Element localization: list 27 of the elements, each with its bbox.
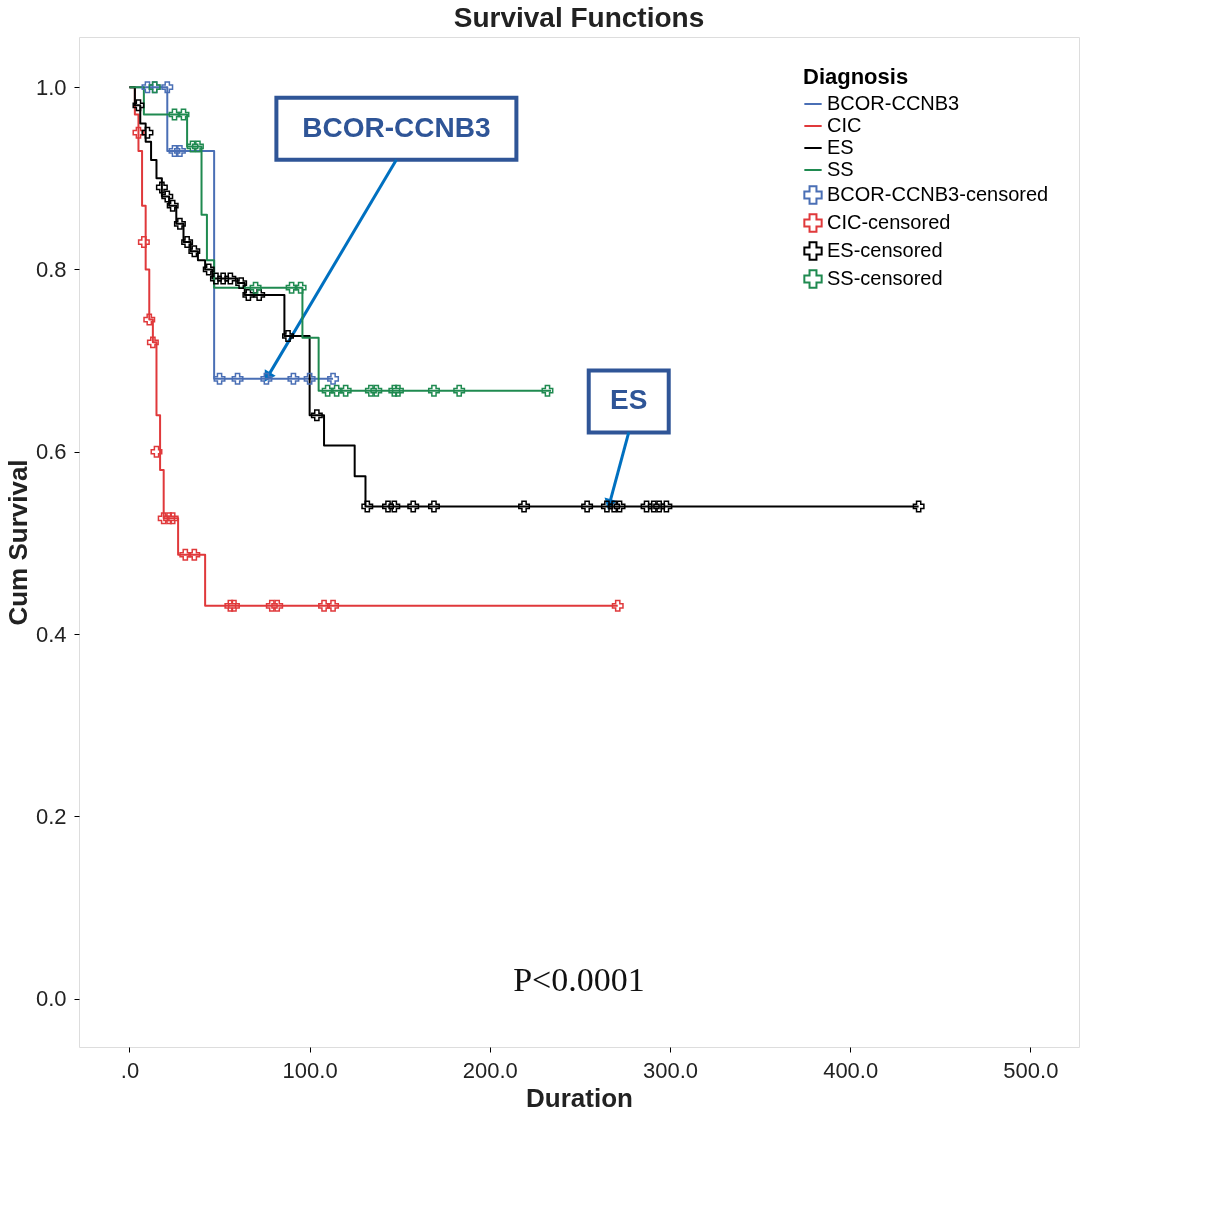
x-axis-title: Duration: [526, 1082, 633, 1113]
legend-label: BCOR-CCNB3: [827, 92, 960, 114]
annotation: BCOR-CCNB3: [302, 111, 491, 143]
y-tick-label: 0.8: [35, 256, 67, 282]
x-tick-label: 400.0: [823, 1057, 879, 1083]
legend-label: ES-censored: [827, 239, 943, 261]
y-tick-label: 0.6: [35, 439, 67, 465]
chart-title: Survival Functions: [453, 2, 705, 33]
y-tick-label: 0.0: [35, 986, 67, 1012]
y-tick-label: 1.0: [35, 74, 67, 100]
y-tick-label: 0.2: [35, 803, 67, 829]
legend-label: SS-censored: [827, 267, 943, 289]
legend-label: BCOR-CCNB3-censored: [827, 183, 1049, 205]
x-tick-label: 300.0: [642, 1057, 699, 1083]
legend-title: Diagnosis: [803, 64, 909, 89]
legend-label: ES: [827, 136, 854, 158]
legend-label: CIC-censored: [827, 211, 951, 233]
legend-label: SS: [827, 158, 854, 180]
y-tick-label: 0.4: [35, 621, 67, 647]
x-tick-label: 500.0: [1003, 1057, 1059, 1083]
annotation: P<0.0001: [513, 961, 645, 999]
annotation: ES: [610, 384, 648, 416]
legend-label: CIC: [827, 114, 862, 136]
y-axis-title: Cum Survival: [2, 459, 33, 626]
x-tick-label: 200.0: [462, 1057, 518, 1083]
x-tick-label: 100.0: [282, 1057, 338, 1083]
x-tick-label: .0: [120, 1057, 140, 1083]
